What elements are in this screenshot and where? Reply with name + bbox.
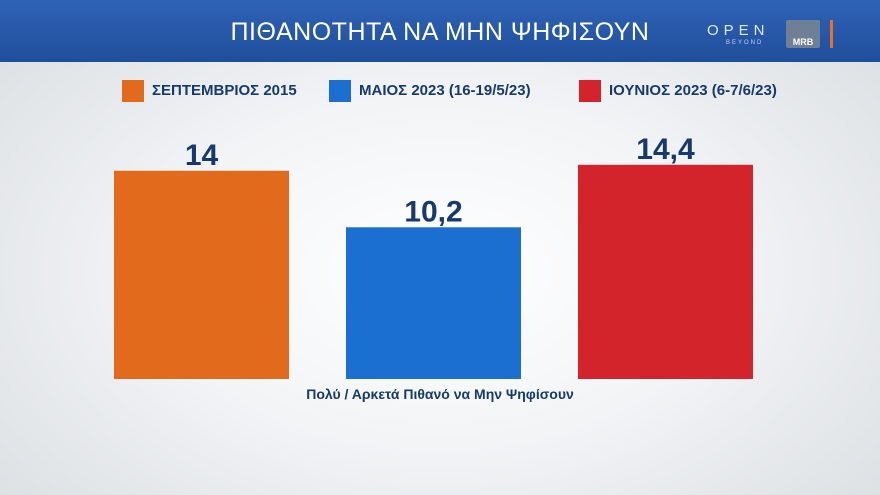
legend-swatch-may-2023 xyxy=(329,80,351,102)
bar-0 xyxy=(114,170,289,379)
bar-1 xyxy=(346,227,521,379)
bar-value-label-2: 14,4 xyxy=(636,133,695,166)
legend-label-may-2023: ΜΑΙΟΣ 2023 (16-19/5/23) xyxy=(359,82,531,99)
bar-value-label-1: 10,2 xyxy=(404,195,462,228)
legend-swatch-sep-2015 xyxy=(122,80,144,102)
mrb-logo: MRB xyxy=(792,37,814,47)
x-axis-label: Πολύ / Αρκετά Πιθανό να Μην Ψηφίσουν xyxy=(306,386,574,402)
header-bar: ΠΙΘΑΝΟΤΗΤΑ ΝΑ ΜΗΝ ΨΗΦΙΣΟΥΝ OPEN BEYOND M… xyxy=(0,0,880,62)
bar-2 xyxy=(578,164,753,379)
logo-accent-bar xyxy=(830,20,833,48)
legend: ΣΕΠΤΕΜΒΡΙΟΣ 2015 ΜΑΙΟΣ 2023 (16-19/5/23)… xyxy=(0,80,880,104)
page-title: ΠΙΘΑΝΟΤΗΤΑ ΝΑ ΜΗΝ ΨΗΦΙΣΟΥΝ xyxy=(230,18,650,46)
mrb-logo-box xyxy=(786,20,820,48)
legend-swatch-jun-2023 xyxy=(579,80,601,102)
open-logo: OPEN xyxy=(707,22,770,39)
open-beyond-logo: BEYOND xyxy=(726,40,764,46)
legend-label-sep-2015: ΣΕΠΤΕΜΒΡΙΟΣ 2015 xyxy=(152,82,297,99)
legend-label-jun-2023: ΙΟΥΝΙΟΣ 2023 (6-7/6/23) xyxy=(609,82,777,99)
bar-value-label-0: 14 xyxy=(185,139,219,172)
